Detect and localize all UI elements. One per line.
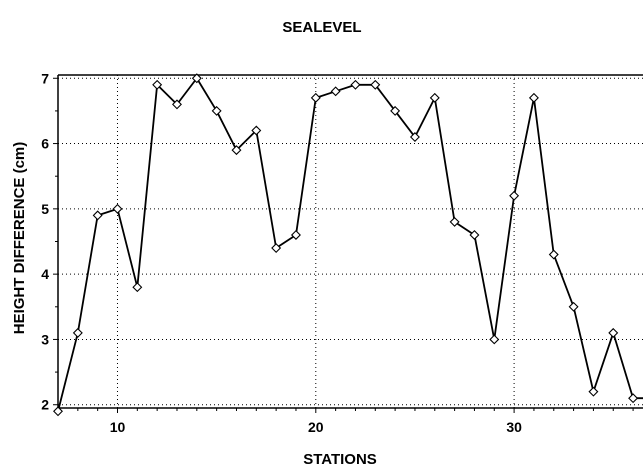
y-tick-label: 5 <box>41 201 49 217</box>
data-point <box>211 105 222 116</box>
data-point <box>330 86 341 97</box>
data-point <box>608 327 619 338</box>
ticks: 2 3 4 5 6 7 10 20 30 <box>41 70 634 435</box>
y-tick-label: 3 <box>41 331 49 347</box>
data-point <box>449 216 460 227</box>
chart-title: SEALEVEL <box>282 19 361 36</box>
data-point <box>251 125 262 136</box>
data-point <box>92 210 103 221</box>
grid-lines <box>58 75 643 408</box>
x-tick-label: 10 <box>110 419 126 435</box>
axes <box>57 74 643 409</box>
data-point <box>489 334 500 345</box>
data-point <box>290 229 301 240</box>
data-point <box>191 73 202 84</box>
y-tick-label: 4 <box>41 266 49 282</box>
data-point <box>429 92 440 103</box>
data-point <box>528 92 539 103</box>
data-point <box>112 203 123 214</box>
x-tick-label: 20 <box>308 419 324 435</box>
data-point <box>271 243 282 254</box>
y-axis-label: HEIGHT DIFFERENCE (cm) <box>11 142 28 335</box>
data-point <box>469 229 480 240</box>
data-point <box>72 327 83 338</box>
data-point <box>548 249 559 260</box>
data-point <box>628 393 639 404</box>
series-line <box>57 77 643 412</box>
series-group <box>53 73 643 417</box>
data-point <box>509 190 520 201</box>
y-tick-label: 6 <box>41 136 49 152</box>
x-tick-label: 30 <box>506 419 522 435</box>
data-point <box>390 105 401 116</box>
data-point <box>310 92 321 103</box>
data-point <box>152 79 163 90</box>
data-point <box>53 406 63 417</box>
data-point <box>409 132 420 143</box>
y-tick-label: 7 <box>41 70 49 86</box>
data-point <box>132 282 143 293</box>
y-tick-label: 2 <box>41 397 49 413</box>
data-point <box>231 145 242 156</box>
data-point <box>568 301 579 312</box>
data-point <box>350 79 361 90</box>
data-point <box>588 386 599 397</box>
data-point <box>370 79 381 90</box>
x-axis-label: STATIONS <box>303 451 377 468</box>
data-point <box>172 99 182 110</box>
